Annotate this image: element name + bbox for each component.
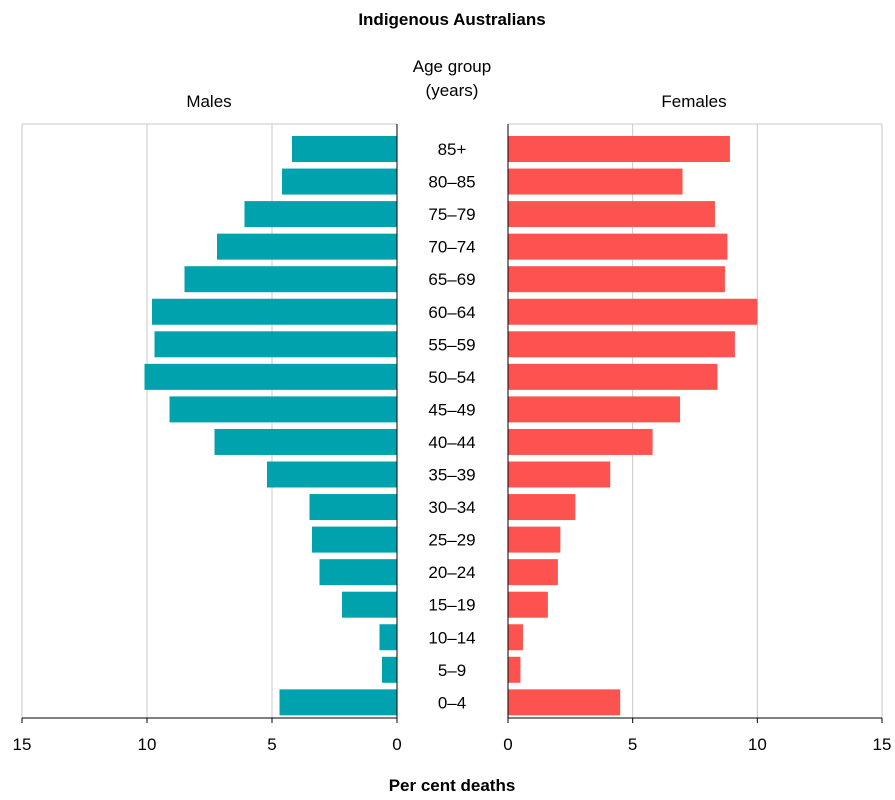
bar-females-10 [508,461,611,488]
bar-females-12 [508,526,561,553]
tick-label-left-5: 5 [267,735,276,754]
category-label-0: 85+ [438,140,467,159]
tick-label-right-5: 5 [628,735,637,754]
bar-males-6 [154,331,397,358]
bar-males-14 [342,591,397,618]
bar-males-8 [169,396,397,423]
bar-males-3 [217,233,397,260]
category-label-14: 15–19 [428,596,475,615]
category-label-9: 40–44 [428,433,475,452]
tick-label-left-0: 0 [392,735,401,754]
bar-males-12 [312,526,397,553]
category-label-7: 50–54 [428,368,475,387]
tick-label-left-10: 10 [138,735,157,754]
bar-females-4 [508,266,725,293]
x-axis: 15 10 5 0 0 5 10 15 [13,124,892,754]
category-label-10: 35–39 [428,466,475,485]
category-label-5: 60–64 [428,303,475,322]
category-label-16: 5–9 [438,661,466,680]
category-label-8: 45–49 [428,400,475,419]
bar-males-17 [279,689,397,716]
center-label-line2: (years) [426,81,479,100]
bars [144,136,758,716]
bar-females-9 [508,428,653,455]
bar-females-8 [508,396,681,423]
category-label-2: 75–79 [428,205,475,224]
bar-males-9 [214,428,397,455]
bar-males-7 [144,363,397,390]
bar-males-13 [319,559,397,586]
bar-females-3 [508,233,728,260]
bar-males-15 [379,624,397,651]
tick-label-right-0: 0 [503,735,512,754]
bar-males-1 [282,168,397,195]
bar-females-16 [508,656,521,683]
bar-females-14 [508,591,548,618]
bar-females-5 [508,298,758,325]
bar-males-16 [382,656,397,683]
bar-males-10 [267,461,397,488]
center-label-line1: Age group [413,57,491,76]
tick-label-right-15: 15 [873,735,892,754]
bar-males-0 [292,136,397,162]
bar-females-0 [508,136,730,162]
chart-title: Indigenous Australians [358,10,545,29]
tick-label-left-15: 15 [13,735,32,754]
bar-males-4 [184,266,397,293]
category-label-11: 30–34 [428,498,475,517]
tick-label-right-10: 10 [748,735,767,754]
x-axis-label: Per cent deaths [389,776,516,795]
bar-females-2 [508,201,715,228]
bar-females-11 [508,494,576,521]
legend-females: Females [661,92,726,111]
category-label-13: 20–24 [428,563,475,582]
category-label-15: 10–14 [428,628,475,647]
category-label-6: 55–59 [428,335,475,354]
bar-females-15 [508,624,523,651]
bar-females-7 [508,363,718,390]
legend-males: Males [186,92,231,111]
bar-females-1 [508,168,683,195]
category-label-4: 65–69 [428,270,475,289]
bar-females-6 [508,331,735,358]
category-label-17: 0–4 [438,693,466,712]
bar-females-17 [508,689,621,716]
category-label-1: 80–85 [428,173,475,192]
bar-males-11 [309,494,397,521]
category-label-12: 25–29 [428,531,475,550]
category-labels: 85+ 80–85 75–79 70–74 65–69 60–64 55–59 50–54 45… [428,140,475,712]
bar-males-5 [152,298,397,325]
category-label-3: 70–74 [428,238,475,257]
bar-females-13 [508,559,558,586]
bar-males-2 [244,201,397,228]
